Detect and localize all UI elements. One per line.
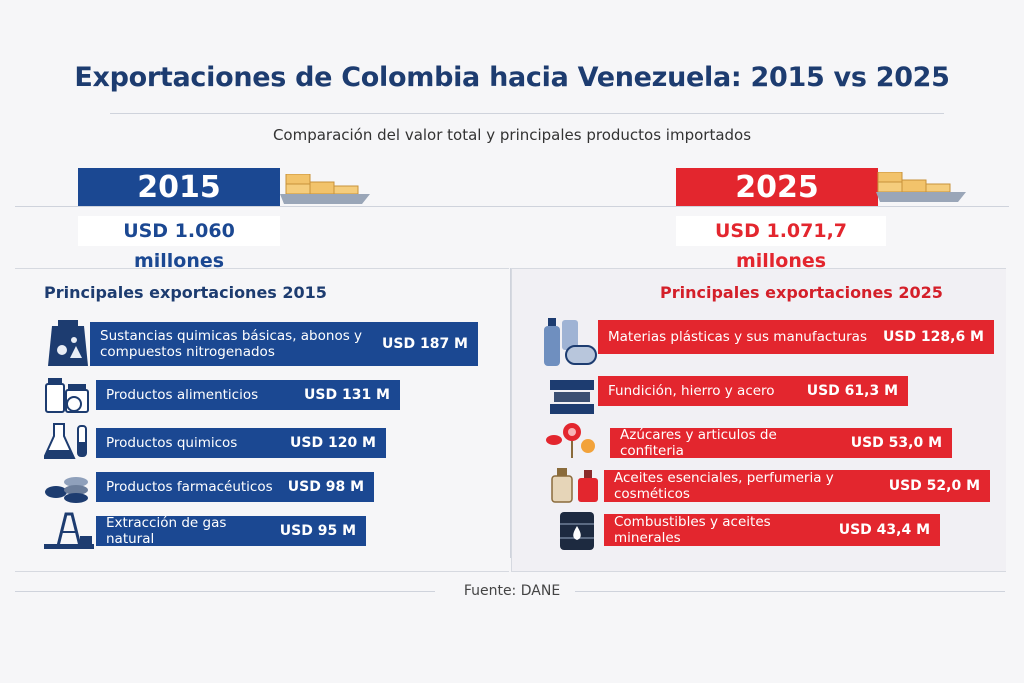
cargo-ship-icon xyxy=(280,173,370,204)
export-2025-label: Azúcares y articulos de confiteria xyxy=(620,427,777,459)
export-2025-item: Combustibles y aceites minerales USD 43,… xyxy=(604,514,940,546)
steel-beams-icon xyxy=(548,376,596,420)
export-2025-value: USD 43,4 M xyxy=(838,522,930,538)
export-2015-item: Productos alimenticios USD 131 M xyxy=(96,380,400,410)
export-2015-item: Extracción de gas natural USD 95 M xyxy=(96,515,366,547)
export-2015-label: Sustancias quimicas básicas, abonos y co… xyxy=(100,328,363,360)
export-2025-item: Azúcares y articulos de confiteria USD 5… xyxy=(610,427,952,459)
food-jars-icon xyxy=(44,376,92,420)
year-divider xyxy=(15,206,1009,207)
source-note: Fuente: DANE xyxy=(463,583,561,599)
export-2025-label: Fundición, hierro y acero xyxy=(608,383,775,399)
export-2015-item: Productos quimicos USD 120 M xyxy=(96,428,386,458)
export-2015-value: USD 120 M xyxy=(290,435,376,451)
export-2015-label: Productos quimicos xyxy=(106,435,238,451)
title-divider xyxy=(110,113,944,114)
export-2015-label: Extracción de gas natural xyxy=(106,515,227,547)
year-2025-box: 2025 xyxy=(676,168,878,206)
export-2015-label: Productos alimenticios xyxy=(106,387,259,403)
pills-icon xyxy=(44,470,92,514)
export-2025-value: USD 52,0 M xyxy=(888,478,980,494)
export-2025-label: Materias plásticas y sus manufacturas xyxy=(608,329,867,345)
export-2015-value: USD 131 M xyxy=(304,387,390,403)
panel-divider xyxy=(510,268,511,558)
flask-icon xyxy=(42,422,92,466)
candy-icon xyxy=(544,420,600,464)
plastic-bottles-icon xyxy=(540,316,597,368)
page-subtitle: Comparación del valor total y principale… xyxy=(272,126,752,144)
export-2015-value: USD 98 M xyxy=(287,479,364,495)
export-2025-item: Materias plásticas y sus manufacturas US… xyxy=(598,320,994,354)
total-2025: USD 1.071,7 millones xyxy=(676,216,886,272)
export-2025-label: Combustibles y aceites minerales xyxy=(614,514,771,546)
export-2015-value: USD 187 M xyxy=(382,336,468,352)
footer-divider-left xyxy=(15,591,435,592)
export-2025-value: USD 128,6 M xyxy=(882,329,984,345)
export-2015-value: USD 95 M xyxy=(279,523,356,539)
export-2025-item: Aceites esenciales, perfumeria y cosméti… xyxy=(604,470,990,502)
year-2015-box: 2015 xyxy=(78,168,280,206)
export-2015-label: Productos farmacéuticos xyxy=(106,479,273,495)
section-title-2025: Principales exportaciones 2025 xyxy=(660,283,943,302)
export-2015-item: Sustancias quimicas básicas, abonos y co… xyxy=(90,322,478,366)
export-2025-item: Fundición, hierro y acero USD 61,3 M xyxy=(598,376,908,406)
chemical-sack-icon xyxy=(44,318,92,366)
total-2015: USD 1.060 millones xyxy=(78,216,280,272)
page-title: Exportaciones de Colombia hacia Venezuel… xyxy=(74,62,950,93)
panel-2015 xyxy=(15,268,509,572)
export-2025-label: Aceites esenciales, perfumeria y cosméti… xyxy=(614,470,834,502)
perfume-icon xyxy=(550,464,602,508)
export-2015-item: Productos farmacéuticos USD 98 M xyxy=(96,472,374,502)
section-title-2015: Principales exportaciones 2015 xyxy=(44,283,327,302)
export-2025-value: USD 53,0 M xyxy=(850,435,942,451)
export-2025-value: USD 61,3 M xyxy=(806,383,898,399)
oil-barrel-icon xyxy=(556,510,600,554)
gas-rig-icon xyxy=(44,510,94,554)
cargo-ship-icon xyxy=(876,171,966,202)
footer-divider-right xyxy=(575,591,1005,592)
